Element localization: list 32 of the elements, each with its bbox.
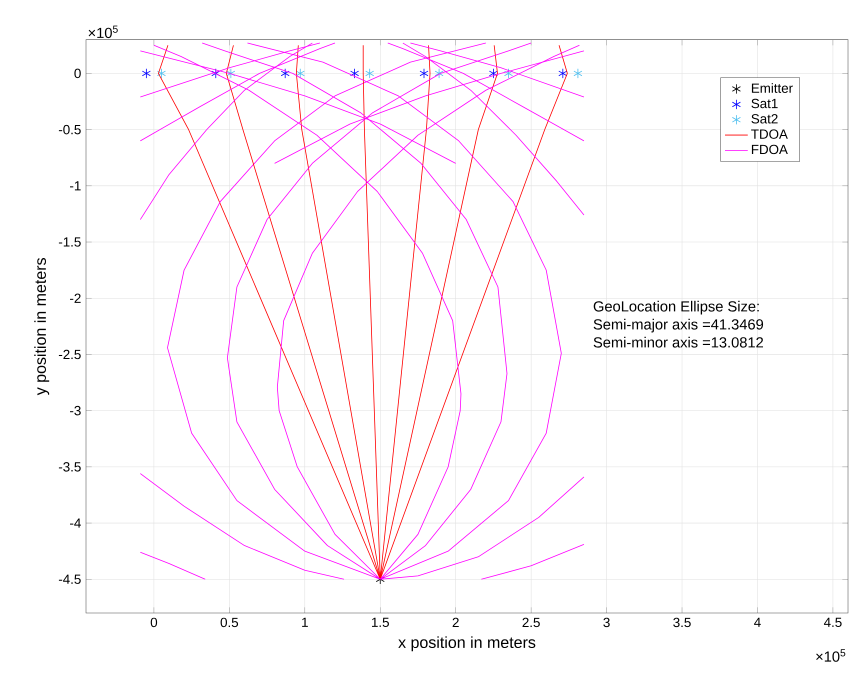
- annotation: Semi-minor axis =13.0812: [594, 336, 764, 348]
- y-tick-label: 0: [74, 68, 81, 78]
- x-tick-label: 2.5: [522, 618, 540, 628]
- x-tick-label: 0.5: [220, 618, 238, 628]
- x-tick-label: 0: [150, 618, 158, 628]
- legend-label: FDOA: [752, 144, 788, 154]
- text: ×10$^{5}$: [88, 26, 118, 38]
- y-tick-label: -3: [70, 406, 81, 416]
- y-tick-label: -4.5: [58, 574, 81, 584]
- y-tick-label: -3.5: [58, 462, 81, 472]
- annotation: Semi-major axis =41.3469: [594, 318, 764, 332]
- legend-label: Sat1: [751, 98, 778, 108]
- x-tick-label: 3: [603, 618, 610, 628]
- x-tick-label: 2: [452, 618, 459, 628]
- annotation: GeoLocation Ellipse Size:: [594, 300, 759, 314]
- x-tick-label: 3.5: [673, 618, 691, 628]
- y-tick-label: -0.5: [58, 124, 81, 134]
- y-tick-label: -1.5: [58, 237, 81, 247]
- y-tick-label: -2.5: [58, 350, 81, 360]
- x-axis-title: x position in meters: [398, 636, 536, 652]
- y-tick-label: -2: [70, 294, 81, 303]
- legend-label: TDOA: [751, 129, 788, 139]
- y-tick-label: -1: [70, 181, 81, 190]
- text: ×10$^{5}$: [816, 649, 846, 662]
- y-tick-label: -4: [70, 518, 81, 528]
- legend-label: Emitter: [752, 83, 793, 93]
- x-tick-label: 1.5: [372, 618, 389, 628]
- x-tick-label: 4: [754, 618, 761, 627]
- y-axis-title: y position in meters: [34, 258, 50, 396]
- legend-label: Sat2: [751, 114, 778, 124]
- x-tick-label: 1: [302, 618, 308, 627]
- x-tick-label: 4.5: [824, 618, 842, 628]
